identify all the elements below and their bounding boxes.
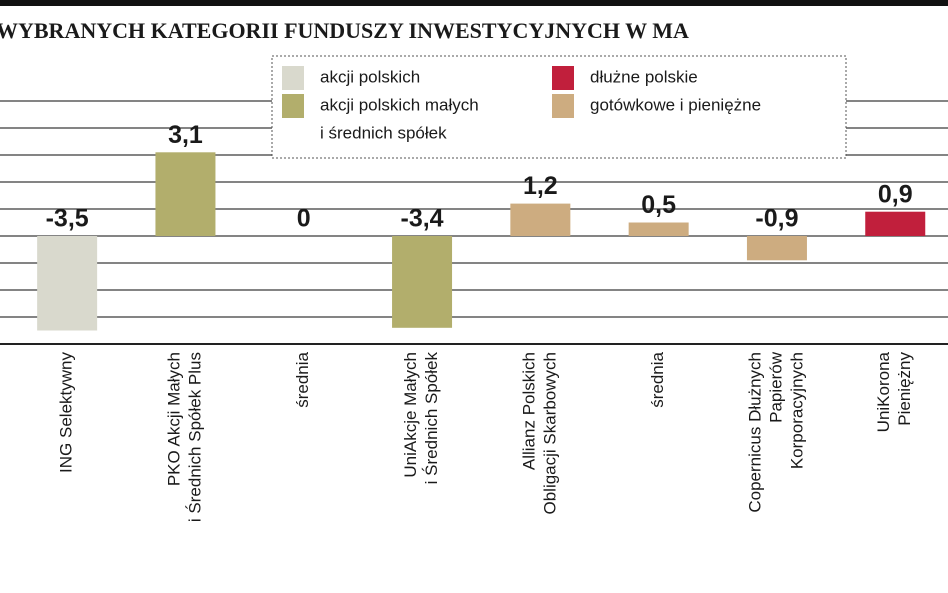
- bar: [392, 236, 453, 328]
- legend-swatch: [552, 66, 574, 90]
- x-tick-label: Obligacji Skarbowych: [540, 352, 559, 515]
- x-tick-label: ING Selektywny: [57, 352, 76, 473]
- value-label: 3,1: [168, 121, 203, 149]
- x-tick-label: i Średnich Spółek Plus: [185, 352, 204, 522]
- x-tick-label: i Średnich Spółek: [422, 352, 441, 485]
- x-tick-label: Allianz Polskich: [519, 352, 538, 470]
- bar: [865, 211, 926, 236]
- value-label: -3,5: [46, 205, 89, 233]
- legend-label: akcji polskich: [320, 67, 420, 86]
- top-bar: [0, 0, 948, 6]
- x-tick-label: UniAkcje Małych: [401, 352, 420, 478]
- legend-label: akcji polskich małych: [320, 95, 479, 114]
- legend-label: gotówkowe i pieniężne: [590, 95, 761, 114]
- legend-swatch: [282, 66, 304, 90]
- legend-swatch: [552, 94, 574, 118]
- bar: [155, 152, 216, 236]
- legend-label: i średnich spółek: [320, 123, 447, 142]
- x-tick-label: średnia: [648, 351, 667, 407]
- value-label: -0,9: [755, 205, 798, 233]
- bar: [37, 236, 98, 331]
- bar: [510, 203, 571, 236]
- value-label: -3,4: [401, 205, 444, 233]
- bar: [628, 222, 689, 236]
- x-tick-label: Pieniężny: [895, 352, 914, 426]
- x-tick-label: Copernicus Dłużnych: [745, 352, 764, 513]
- x-tick-label: UniKorona: [874, 351, 893, 432]
- x-tick-label: Papierów: [766, 351, 785, 423]
- value-label: 1,2: [523, 172, 558, 200]
- value-label: 0: [297, 205, 311, 233]
- chart-title: WYBRANYCH KATEGORII FUNDUSZY INWESTYCYJN…: [0, 18, 689, 43]
- value-label: 0,9: [878, 180, 913, 208]
- bar: [746, 236, 807, 261]
- legend-swatch: [282, 94, 304, 118]
- value-label: 0,5: [641, 191, 676, 219]
- legend-label: dłużne polskie: [590, 67, 698, 86]
- x-tick-label: Korporacyjnych: [787, 352, 806, 469]
- x-tick-label: średnia: [293, 351, 312, 407]
- x-tick-label: PKO Akcji Małych: [164, 352, 183, 486]
